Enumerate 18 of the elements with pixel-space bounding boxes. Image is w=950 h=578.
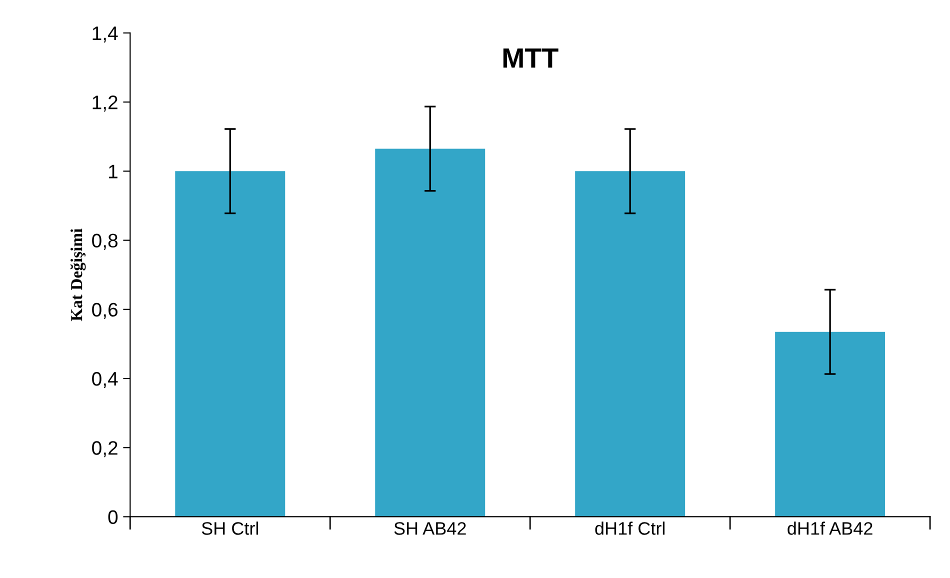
x-tick-label: SH AB42 xyxy=(394,522,466,535)
y-tick-label: 1,2 xyxy=(92,96,118,112)
y-tick-label: 1,4 xyxy=(92,26,118,42)
x-tick-label: dH1f AB42 xyxy=(788,522,872,535)
y-tick-label: 0,2 xyxy=(92,441,118,458)
y-tick-label: 1 xyxy=(109,164,118,178)
y-tick-label: 0,4 xyxy=(92,372,118,388)
y-tick-label: 0 xyxy=(108,510,118,524)
x-tick-label: SH Ctrl xyxy=(202,522,258,535)
y-tick-label: 0,6 xyxy=(92,302,118,319)
bar xyxy=(375,148,486,517)
bar xyxy=(175,171,286,517)
chart-title: MTT xyxy=(503,48,558,68)
x-tick-label: dH1f Ctrl xyxy=(595,522,664,535)
y-axis-title: Kat Değişimi xyxy=(70,228,86,322)
y-tick-label: 0,8 xyxy=(92,234,118,250)
bar xyxy=(575,171,686,517)
bar xyxy=(775,332,886,517)
